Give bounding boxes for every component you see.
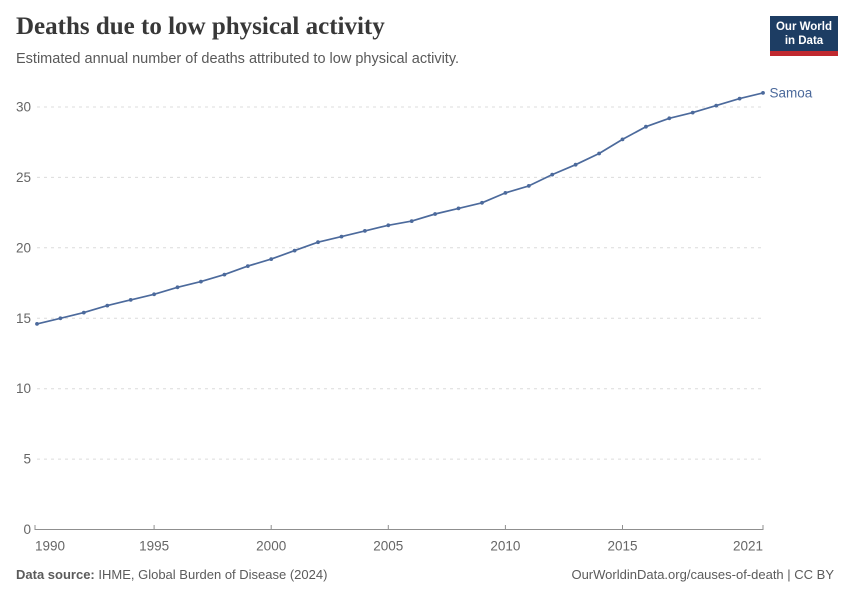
data-point [690,110,695,115]
credit-link[interactable]: OurWorldinData.org/causes-of-death | CC … [571,567,834,582]
data-point [550,172,555,177]
data-point [58,316,63,321]
data-point [316,240,320,245]
data-point [105,303,110,308]
data-point [456,206,461,211]
series-end-label[interactable]: Samoa [770,85,813,100]
data-point [597,151,601,156]
data-point [573,162,578,167]
data-point [667,116,672,121]
data-point [128,298,133,302]
series-line-samoa[interactable] [36,92,764,325]
data-point [737,96,742,101]
y-axis-tick-label: 0 [23,522,31,537]
y-axis-tick-label: 25 [16,170,31,185]
data-point [269,257,274,261]
x-axis-tick-label: 2021 [733,539,763,554]
data-point [363,229,367,233]
y-axis-tick-label: 10 [16,381,31,396]
data-source-value: IHME, Global Burden of Disease (2024) [98,567,328,582]
data-point [714,103,719,108]
data-point [409,219,414,224]
owid-logo-text-line2: in Data [784,35,824,47]
data-point [245,264,250,268]
owid-logo-text-line1: Our World [775,21,832,33]
y-axis-tick-label: 15 [16,311,31,326]
y-axis-tick-label: 20 [16,240,31,255]
data-point [526,184,531,188]
data-point [339,234,344,239]
data-point [386,223,391,228]
chart-subtitle: Estimated annual number of deaths attrib… [16,51,460,67]
data-point [644,124,648,129]
chart-footer: Data source: IHME, Global Burden of Dise… [16,567,834,582]
x-axis-tick-label: 2010 [490,539,520,554]
data-point [620,137,625,142]
data-point [292,248,297,253]
x-axis-tick-label: 2000 [256,539,286,554]
data-point [761,91,765,95]
data-point [199,279,203,284]
data-source-label: Data source: [16,567,95,582]
data-point [152,292,157,297]
x-axis-tick-label: 1990 [35,539,65,554]
x-axis-tick-label: 1995 [139,539,169,554]
y-axis-tick-label: 5 [23,452,31,467]
data-point [35,322,39,326]
page-title: Deaths due to low physical activity [16,13,385,40]
y-axis-tick-label: 30 [16,100,31,115]
x-axis-tick-label: 2015 [607,539,637,554]
data-point [175,285,180,290]
owid-logo[interactable]: Our World in Data [770,16,838,56]
data-point [503,191,508,195]
x-axis-line [34,525,764,530]
data-point [480,200,484,205]
data-point [81,310,86,315]
x-axis-tick-label: 2005 [373,539,403,554]
data-source: Data source: IHME, Global Burden of Dise… [16,567,327,582]
data-point [433,212,437,216]
data-point [222,272,227,277]
